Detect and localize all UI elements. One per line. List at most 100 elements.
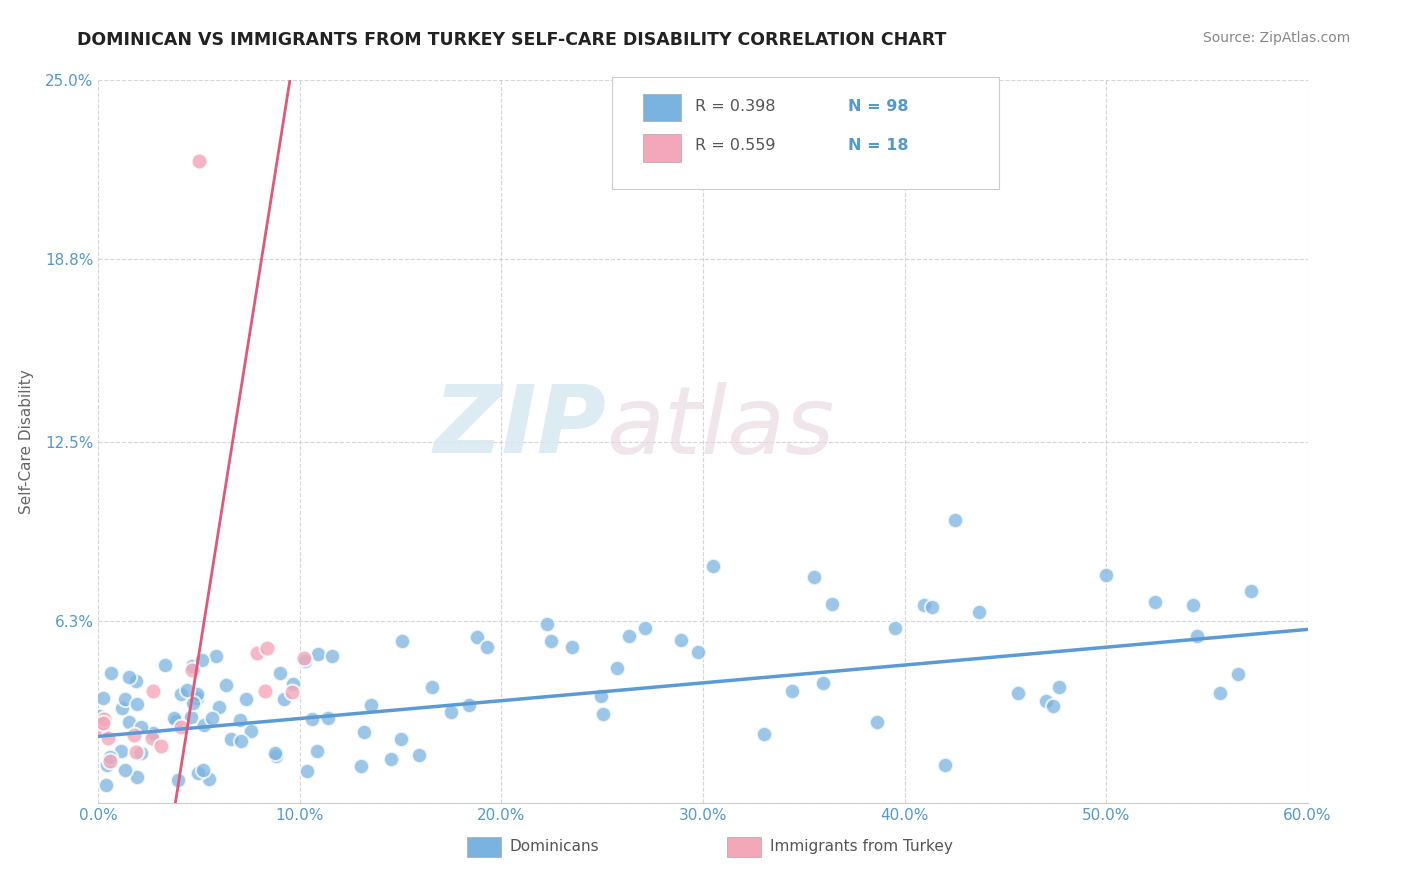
Point	[125, 673, 148, 688]
Point	[297, 764, 319, 779]
Point	[969, 605, 991, 619]
Point	[475, 640, 498, 654]
Point	[91, 691, 114, 706]
Point	[170, 687, 193, 701]
Text: R = 0.559: R = 0.559	[695, 137, 775, 153]
Point	[180, 659, 202, 673]
Point	[943, 512, 966, 526]
Point	[111, 700, 134, 714]
Point	[114, 692, 136, 706]
Point	[686, 645, 709, 659]
Point	[1240, 584, 1263, 599]
Point	[93, 716, 115, 731]
Point	[264, 746, 287, 760]
Point	[273, 692, 295, 706]
Point	[380, 752, 402, 766]
Text: R = 0.398: R = 0.398	[695, 99, 775, 114]
Point	[110, 744, 132, 758]
Point	[921, 599, 943, 614]
Point	[253, 684, 276, 698]
Point	[141, 725, 163, 739]
Point	[1094, 568, 1116, 582]
Point	[811, 675, 834, 690]
Point	[153, 658, 176, 673]
Point	[316, 711, 339, 725]
Point	[866, 714, 889, 729]
Point	[606, 661, 628, 675]
Point	[235, 692, 257, 706]
Point	[934, 758, 956, 772]
Point	[187, 766, 209, 780]
Point	[170, 721, 193, 735]
Point	[1227, 666, 1250, 681]
Point	[117, 714, 139, 729]
Point	[1042, 698, 1064, 713]
Point	[1047, 680, 1070, 694]
Point	[540, 634, 562, 648]
Point	[360, 698, 382, 713]
Point	[307, 647, 329, 661]
Text: atlas: atlas	[606, 382, 835, 473]
Point	[127, 770, 149, 784]
Point	[619, 630, 641, 644]
Point	[592, 706, 614, 721]
Point	[239, 723, 262, 738]
Point	[91, 723, 114, 737]
Point	[200, 711, 222, 725]
Point	[117, 670, 139, 684]
Point	[186, 687, 208, 701]
Point	[122, 727, 145, 741]
Point	[281, 685, 304, 699]
Point	[186, 690, 208, 705]
Point	[301, 712, 323, 726]
Point	[191, 653, 214, 667]
Point	[114, 764, 136, 778]
Point	[150, 739, 173, 753]
Point	[87, 708, 110, 723]
FancyBboxPatch shape	[613, 77, 1000, 189]
Point	[307, 744, 329, 758]
Point	[181, 663, 204, 677]
Point	[176, 683, 198, 698]
Point	[321, 649, 343, 664]
Point	[1035, 694, 1057, 708]
Point	[125, 746, 148, 760]
Point	[1143, 595, 1166, 609]
Point	[780, 683, 803, 698]
FancyBboxPatch shape	[467, 837, 501, 857]
Text: Immigrants from Turkey: Immigrants from Turkey	[769, 838, 952, 854]
Point	[193, 763, 215, 777]
Point	[142, 684, 165, 698]
Point	[1208, 686, 1230, 700]
Text: ZIP: ZIP	[433, 381, 606, 473]
Text: N = 18: N = 18	[848, 137, 908, 153]
Point	[193, 717, 215, 731]
Point	[129, 746, 152, 760]
Point	[536, 617, 558, 632]
Point	[229, 734, 252, 748]
FancyBboxPatch shape	[643, 94, 682, 121]
Point	[100, 666, 122, 681]
Point	[97, 731, 120, 745]
Point	[294, 654, 316, 668]
Point	[912, 599, 935, 613]
Point	[127, 697, 149, 711]
Point	[93, 712, 115, 726]
Text: N = 98: N = 98	[848, 99, 908, 114]
Point	[1185, 629, 1208, 643]
Point	[219, 732, 242, 747]
Point	[752, 727, 775, 741]
Point	[228, 713, 250, 727]
Point	[1007, 686, 1029, 700]
Point	[883, 621, 905, 635]
Point	[1181, 599, 1204, 613]
Point	[180, 709, 202, 723]
Point	[458, 698, 481, 713]
Point	[246, 646, 269, 660]
Point	[256, 641, 278, 656]
Point	[163, 711, 186, 725]
Point	[349, 759, 371, 773]
Point	[389, 732, 412, 747]
Point	[167, 773, 190, 788]
Point	[292, 651, 315, 665]
